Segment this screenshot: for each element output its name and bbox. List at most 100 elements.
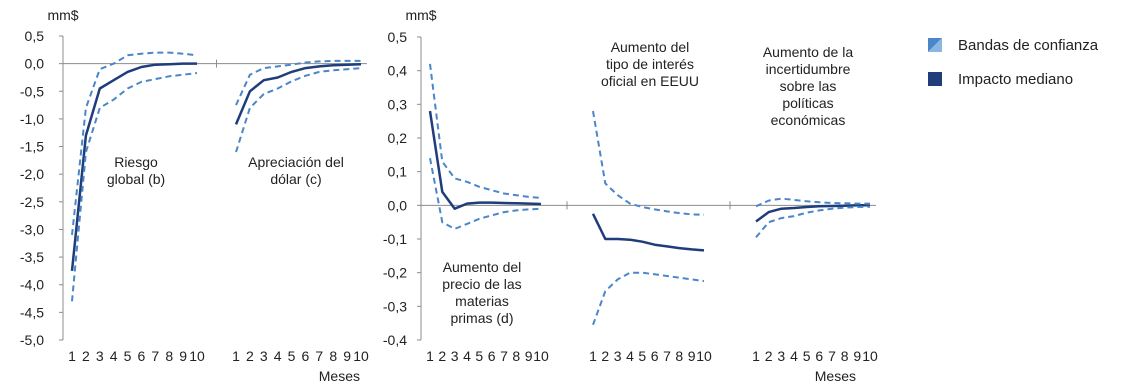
chart0-panel0-x-tick-label: 1 <box>68 348 76 364</box>
chart0-panel1-label: Apreciación del dólar (c) <box>248 154 344 187</box>
chart0-panel1-x-tick-label: 10 <box>353 348 369 364</box>
chart0-panel0-x-tick-label: 3 <box>96 348 104 364</box>
chart1-panel2-label-line: Aumento de la <box>763 44 853 60</box>
chart1-unit-label: mm$ <box>405 7 436 23</box>
legend: Bandas de confianza Impacto mediano <box>928 34 1098 102</box>
chart1-panel1-band-lower-line <box>592 271 705 326</box>
chart0-y-tick-label: -0,5 <box>20 83 44 99</box>
chart1-panel1-x-tick-label: 8 <box>675 348 683 364</box>
chart1-panel1-label-line: oficial en EEUU <box>601 73 699 89</box>
chart1-panel0-x-tick-label: 7 <box>500 348 508 364</box>
chart0-y-tick-label: 0,5 <box>25 28 45 44</box>
legend-swatch-bands <box>928 38 942 52</box>
chart1-panel1-x-tick-label: 4 <box>626 348 634 364</box>
chart0-panel0-label-line: Riesgo <box>114 154 158 170</box>
chart1-panel0-band-lower-line <box>429 158 542 230</box>
chart1-panel0-x-tick-label: 3 <box>451 348 459 364</box>
chart1-panel0-label: Aumento del precio de las materias primas (… <box>442 259 521 326</box>
chart0-panel1-label-line: dólar (c) <box>270 171 321 187</box>
chart1-panel2-band-lower-line <box>755 205 871 238</box>
chart0-panel1-label-line: Apreciación del <box>248 154 344 170</box>
chart1-panel0-median-line <box>428 110 542 210</box>
chart1-panel1-x-tick-label: 6 <box>651 348 659 364</box>
chart0-panel0-median-line <box>70 62 197 272</box>
chart1-y-tick-label: 0,5 <box>388 29 408 45</box>
chart1-panel2-band-upper-line <box>755 197 870 208</box>
chart0-y-tick-label: -1,0 <box>20 111 44 127</box>
chart0-panel1-median-line <box>234 62 362 125</box>
chart0-panel1-x-tick-label: 8 <box>329 348 337 364</box>
chart0-y-tick-label: 0,0 <box>25 56 45 72</box>
chart1-y-tick-label: -0,2 <box>383 265 407 281</box>
chart0-panel0-x-tick-label: 5 <box>124 348 132 364</box>
chart1-y-tick-label: 0,2 <box>388 130 408 146</box>
chart0-unit-label: mm$ <box>47 7 78 23</box>
chart0-panel0-x-tick-label: 8 <box>165 348 173 364</box>
chart1-panel0-x-tick-label: 2 <box>438 348 446 364</box>
chart1-panel1-x-tick-label: 3 <box>614 348 622 364</box>
chart1-panel1-x-tick-label: 2 <box>601 348 609 364</box>
chart1-panel1-x-tick-label: 10 <box>696 348 712 364</box>
chart1-panel2-label-line: económicas <box>771 112 846 128</box>
chart0-panel0-band-upper-line <box>71 51 198 236</box>
chart1-panel2-x-tick-label: 3 <box>777 348 785 364</box>
chart1-panel1-x-tick-label: 9 <box>688 348 696 364</box>
chart1-panel2-x-tick-label: 10 <box>862 348 878 364</box>
chart1-y-tick-label: 0,0 <box>388 197 408 213</box>
chart1-panel1-x-tick-label: 7 <box>663 348 671 364</box>
chart0-panel1-x-tick-label: 6 <box>302 348 310 364</box>
chart1-panel2-x-tick-label: 8 <box>841 348 849 364</box>
chart1-panel2-label: Aumento de la incertidumbre sobre las polít… <box>763 44 853 128</box>
chart1-panel0-label-line: materias <box>455 293 509 309</box>
chart0-panel0-label-line: global (b) <box>107 171 165 187</box>
legend-label-bands: Bandas de confianza <box>958 36 1099 54</box>
chart1-panel0-x-tick-label: 1 <box>426 348 434 364</box>
chart1-panel0-label-line: precio de las <box>442 276 521 292</box>
chart0-panel1-band-lower-line <box>235 67 362 153</box>
chart1-panel1-label-line: tipo de interés <box>606 56 694 72</box>
chart1-panel2-x-tick-label: 6 <box>815 348 823 364</box>
chart0-panel1-x-tick-label: 3 <box>260 348 268 364</box>
chart0-panel1-x-tick-label: 1 <box>232 348 240 364</box>
chart1-panel2-label-line: incertidumbre <box>766 61 851 77</box>
chart0-panel1-x-tick-label: 7 <box>315 348 323 364</box>
chart0-panel0-x-tick-label: 7 <box>151 348 159 364</box>
chart0-y-tick-label: -3,5 <box>20 249 44 265</box>
legend-swatch-median <box>928 72 942 86</box>
chart0-y-tick-label: -2,5 <box>20 194 44 210</box>
chart1-y-tick-label: 0,4 <box>388 63 408 79</box>
chart1-panel0-x-tick-label: 8 <box>512 348 520 364</box>
chart1-panel2-label-line: políticas <box>782 95 833 111</box>
chart1-x-axis-title: Meses <box>815 368 856 384</box>
chart1-panel2-x-tick-label: 2 <box>765 348 773 364</box>
chart1-y-tick-label: -0,4 <box>383 332 407 348</box>
chart1-panel0-x-tick-label: 4 <box>463 348 471 364</box>
chart1-panel1-median-line <box>591 213 705 252</box>
chart0-panel0-label: Riesgo global (b) <box>107 154 165 187</box>
legend-label-median: Impacto mediano <box>958 70 1074 88</box>
chart1-y-tick-label: -0,3 <box>383 298 407 314</box>
legend-item-bands: Bandas de confianza <box>928 34 1098 56</box>
chart0-panel1-x-tick-label: 5 <box>288 348 296 364</box>
chart1-panel0-x-tick-label: 6 <box>488 348 496 364</box>
chart1-panel2-label-line: sobre las <box>780 78 837 94</box>
chart1-panel1-label-line: Aumento del <box>611 39 690 55</box>
chart1-panel2-median-line <box>755 204 870 223</box>
chart1-panel2-x-tick-label: 4 <box>790 348 798 364</box>
chart1-panel0-x-tick-label: 5 <box>475 348 483 364</box>
chart0-panel0-x-tick-label: 4 <box>110 348 118 364</box>
chart0-y-tick-label: -4,0 <box>20 277 44 293</box>
chart0-panel1-x-tick-label: 9 <box>343 348 351 364</box>
chart0-y-tick-label: -2,0 <box>20 166 44 182</box>
chart0-panel0-x-tick-label: 9 <box>179 348 187 364</box>
chart1-panel1-band-upper-line <box>592 110 705 216</box>
chart1-panel2-x-tick-label: 7 <box>828 348 836 364</box>
chart1-panel0-x-tick-label: 9 <box>525 348 533 364</box>
chart1-panel0-label-line: Aumento del <box>443 259 522 275</box>
chart1-panel2-x-tick-label: 5 <box>803 348 811 364</box>
chart0-panel0-band-lower-line <box>71 72 198 302</box>
chart1-panel2-x-tick-label: 1 <box>752 348 760 364</box>
chart1-panel0-band-upper-line <box>429 63 542 199</box>
legend-item-median: Impacto mediano <box>928 68 1098 90</box>
chart1-y-tick-label: 0,3 <box>388 96 408 112</box>
